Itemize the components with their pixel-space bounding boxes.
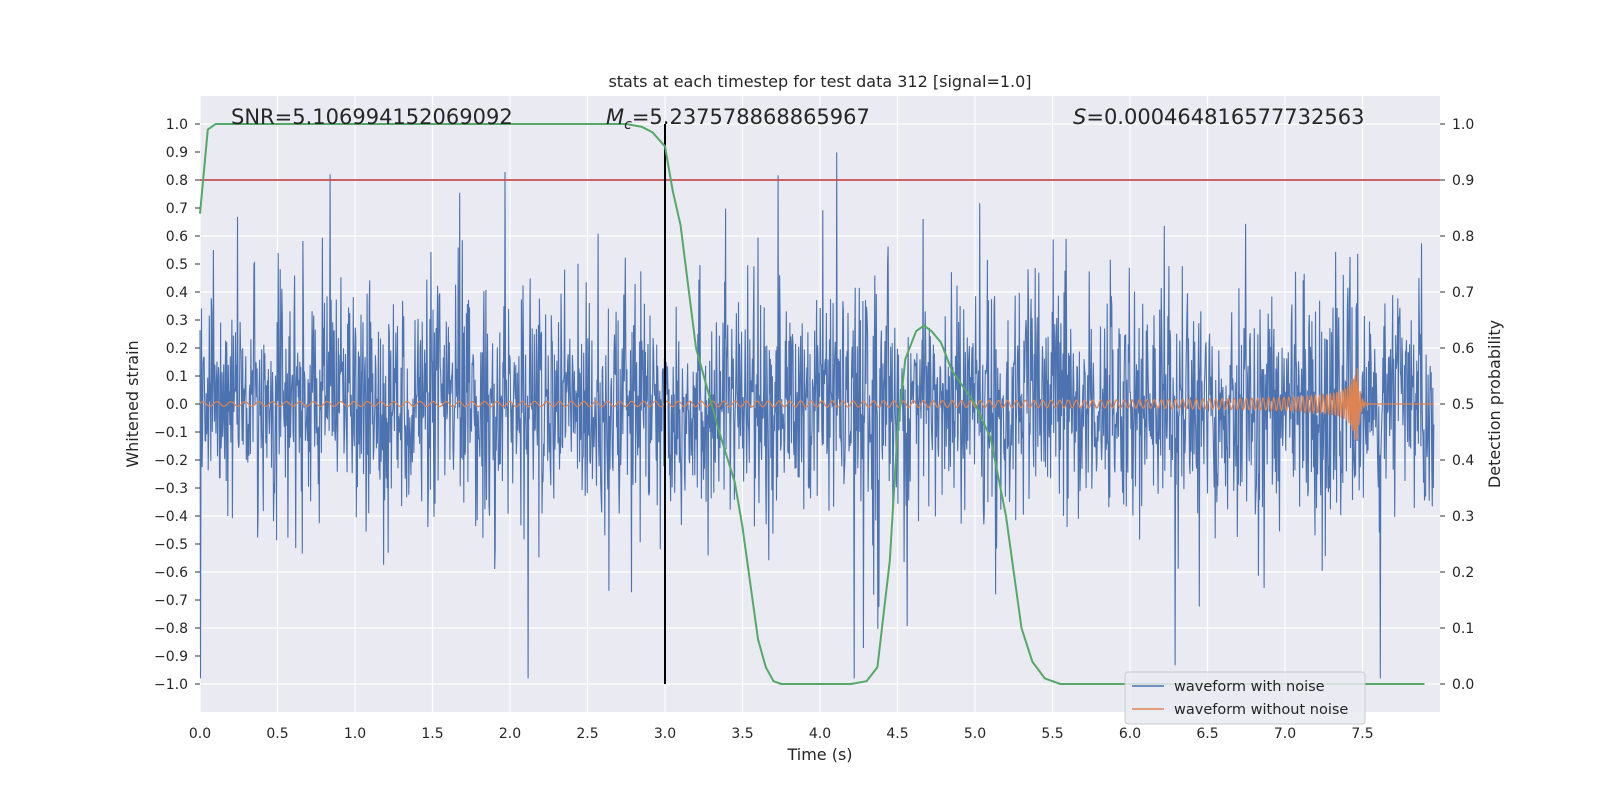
left-y-tick-label: −0.4	[154, 509, 188, 525]
noise-waveform-line	[199, 152, 1435, 679]
legend-label-noise: waveform with noise	[1174, 679, 1325, 695]
snr-annotation: SNR=5.106994152069092	[231, 105, 513, 129]
x-tick-label: 5.5	[1041, 726, 1063, 742]
x-tick-label: 4.5	[886, 726, 908, 742]
left-y-axis-ticks: 1.0 0.9 0.8 0.7 0.6 0.5 0.4 0.3 0.2 0.1 0.0 −0.1 −0.…	[154, 117, 200, 693]
right-y-axis-ticks: 1.0 0.9 0.8 0.7 0.6 0.5 0.4 0.3 0.2 0.1 0.0	[1440, 117, 1474, 693]
right-y-tick-label: 0.9	[1452, 173, 1474, 189]
x-tick-label: 4.0	[809, 726, 831, 742]
chirp-mass-symbol: M	[606, 105, 624, 129]
right-y-tick-label: 0.4	[1452, 453, 1474, 469]
left-y-tick-label: 0.6	[166, 229, 188, 245]
x-axis-ticks: 0.0 0.5 1.0 1.5 2.0 2.5 3.0 3.5 4.0 4.5 5.0 5.5 6.0 6…	[189, 726, 1374, 742]
clean-waveform-line	[199, 368, 1434, 440]
left-y-tick-label: 0.0	[166, 397, 188, 413]
left-y-tick-label: 0.9	[166, 145, 188, 161]
left-y-axis-label: Whitened strain	[123, 340, 142, 467]
x-tick-label: 1.5	[421, 726, 443, 742]
x-axis-label: Time (s)	[786, 745, 852, 764]
legend-label-clean: waveform without noise	[1174, 702, 1348, 718]
left-y-tick-label: 1.0	[166, 117, 188, 133]
right-y-tick-label: 0.8	[1452, 229, 1474, 245]
left-y-tick-label: 0.1	[166, 369, 188, 385]
left-y-tick-label: 0.7	[166, 201, 188, 217]
chirp-mass-value: =5.237578868865967	[632, 105, 870, 129]
left-y-tick-label: 0.4	[166, 285, 188, 301]
right-y-tick-label: 0.5	[1452, 397, 1474, 413]
chirp-mass-annotation: Mc=5.237578868865967	[606, 105, 870, 133]
x-tick-label: 6.5	[1196, 726, 1218, 742]
left-y-tick-label: −0.5	[154, 537, 188, 553]
x-tick-label: 0.5	[266, 726, 288, 742]
x-tick-label: 2.5	[576, 726, 598, 742]
left-y-tick-label: −1.0	[154, 677, 188, 693]
x-tick-label: 2.0	[499, 726, 521, 742]
left-y-tick-label: −0.2	[154, 453, 188, 469]
left-y-tick-label: 0.2	[166, 341, 188, 357]
x-tick-label: 6.0	[1119, 726, 1141, 742]
x-tick-label: 3.0	[654, 726, 676, 742]
x-tick-label: 1.0	[344, 726, 366, 742]
right-y-tick-label: 0.7	[1452, 285, 1474, 301]
waveform-without-noise-series	[199, 368, 1434, 440]
right-y-tick-label: 1.0	[1452, 117, 1474, 133]
x-tick-label: 7.0	[1274, 726, 1296, 742]
chart-title: stats at each timestep for test data 312…	[608, 72, 1031, 91]
right-y-tick-label: 0.2	[1452, 565, 1474, 581]
left-y-tick-label: −0.8	[154, 621, 188, 637]
x-tick-label: 0.0	[189, 726, 211, 742]
detection-probability-line	[199, 123, 1425, 685]
left-y-tick-label: 0.3	[166, 313, 188, 329]
left-y-tick-label: −0.6	[154, 565, 188, 581]
x-tick-label: 5.0	[964, 726, 986, 742]
left-y-tick-label: 0.8	[166, 173, 188, 189]
detection-probability-series	[199, 123, 1425, 685]
left-y-tick-label: −0.9	[154, 649, 188, 665]
right-y-tick-label: 0.6	[1452, 341, 1474, 357]
left-y-tick-label: −0.3	[154, 481, 188, 497]
left-y-tick-label: −0.7	[154, 593, 188, 609]
legend: waveform with noise waveform without noi…	[1124, 671, 1366, 725]
s-annotation: S=0.000464816577732563	[1073, 105, 1364, 129]
right-y-tick-label: 0.1	[1452, 621, 1474, 637]
right-y-tick-label: 0.3	[1452, 509, 1474, 525]
waveform-with-noise-series	[199, 152, 1435, 679]
x-tick-label: 3.5	[731, 726, 753, 742]
right-y-tick-label: 0.0	[1452, 677, 1474, 693]
x-tick-label: 7.5	[1351, 726, 1373, 742]
s-symbol: S	[1073, 105, 1086, 129]
left-y-tick-label: −0.1	[154, 425, 188, 441]
s-value: =0.000464816577732563	[1086, 105, 1364, 129]
left-y-tick-label: 0.5	[166, 257, 188, 273]
legend-box	[1124, 671, 1366, 725]
right-y-axis-label: Detection probability	[1485, 320, 1504, 488]
chirp-mass-subscript: c	[624, 117, 632, 133]
